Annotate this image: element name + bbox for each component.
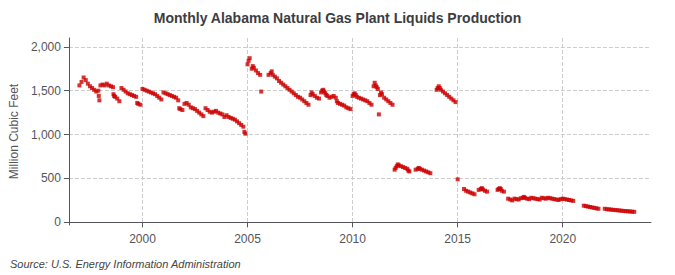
svg-text:Million Cubic Feet: Million Cubic Feet bbox=[7, 83, 21, 179]
svg-text:2010: 2010 bbox=[339, 232, 366, 246]
svg-text:2000: 2000 bbox=[129, 232, 156, 246]
svg-text:1,000: 1,000 bbox=[31, 128, 61, 142]
svg-text:2020: 2020 bbox=[549, 232, 576, 246]
svg-text:500: 500 bbox=[41, 171, 61, 185]
svg-text:Source: U.S. Energy Informatio: Source: U.S. Energy Information Administ… bbox=[10, 258, 241, 270]
svg-text:1,500: 1,500 bbox=[31, 84, 61, 98]
svg-text:2015: 2015 bbox=[444, 232, 471, 246]
svg-text:2,000: 2,000 bbox=[31, 40, 61, 54]
svg-text:Monthly Alabama Natural Gas Pl: Monthly Alabama Natural Gas Plant Liquid… bbox=[154, 10, 521, 26]
svg-text:0: 0 bbox=[54, 215, 61, 229]
svg-text:2005: 2005 bbox=[234, 232, 261, 246]
